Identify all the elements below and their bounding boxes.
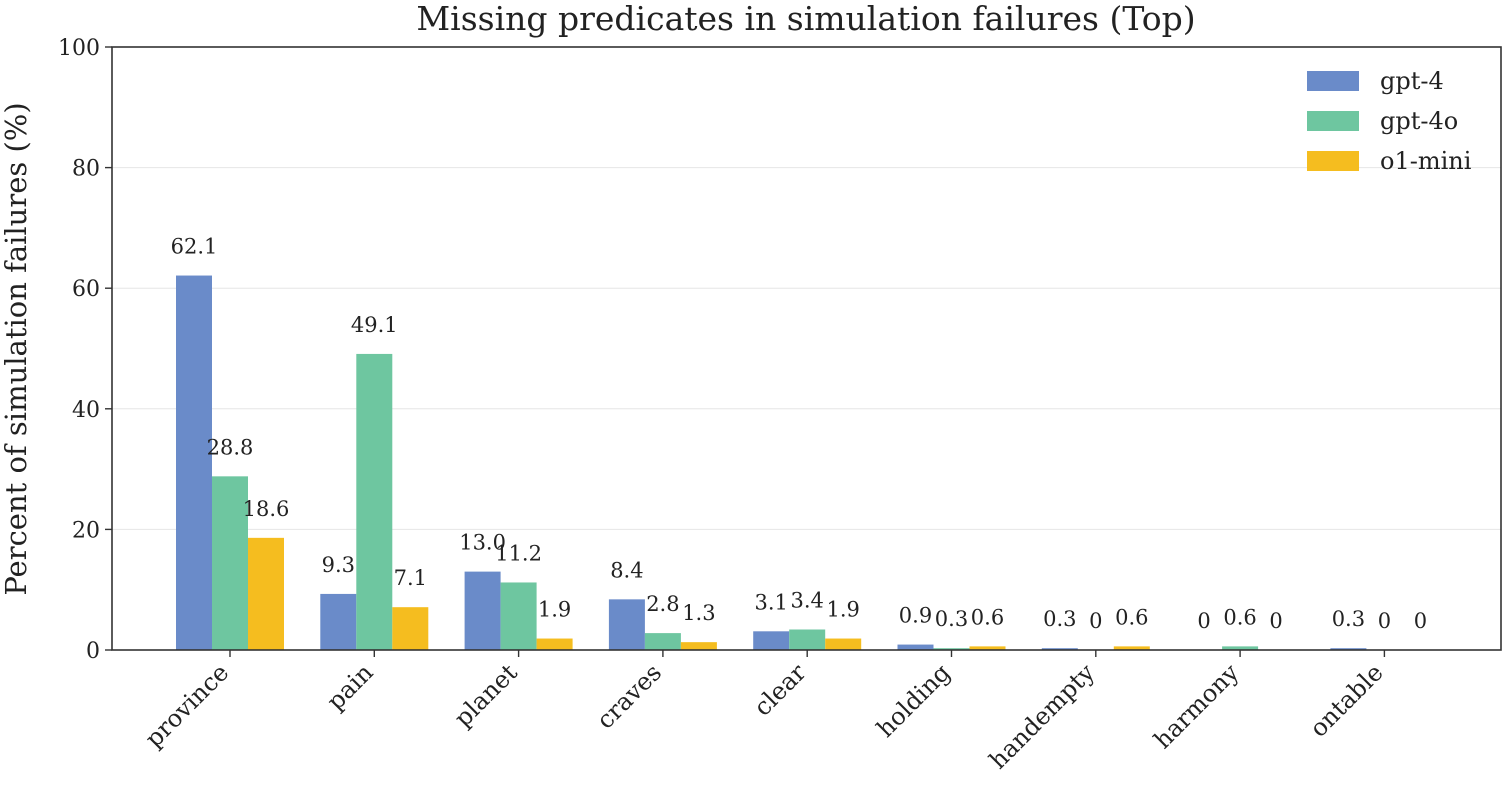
x-tick-label: province: [140, 658, 234, 752]
y-tick-label: 100: [58, 36, 100, 61]
x-tick-label: pain: [321, 658, 378, 715]
bar-gpt-4-craves: [608, 599, 645, 650]
bar-value-label: 11.2: [495, 541, 542, 565]
bar-value-label: 0.6: [1223, 605, 1256, 629]
legend-label-gpt-4o: gpt-4o: [1380, 107, 1458, 135]
bar-o1-mini-handempty: [1113, 646, 1150, 650]
bar-value-label: 1.9: [538, 598, 571, 622]
bar-gpt-4o-holding: [933, 648, 970, 650]
bar-value-label: 2.8: [646, 592, 679, 616]
legend-label-gpt-4: gpt-4: [1380, 67, 1444, 95]
bar-value-label: 9.3: [322, 553, 355, 577]
y-tick-label: 60: [72, 277, 100, 302]
bar-gpt-4o-planet: [500, 582, 537, 650]
y-tick-label: 40: [72, 398, 100, 423]
bar-value-label: 0: [1197, 609, 1210, 633]
y-tick-label: 20: [72, 518, 100, 543]
bar-value-label: 49.1: [351, 313, 398, 337]
x-tick-label: craves: [591, 658, 667, 734]
bar-o1-mini-planet: [536, 638, 573, 650]
bar-value-label: 0.6: [971, 605, 1004, 629]
y-axis: 0 20 40 60 80 100: [58, 36, 112, 664]
x-tick-label: harmony: [1149, 658, 1245, 754]
x-tick-label: clear: [748, 658, 811, 721]
bar-value-label: 0.9: [899, 604, 932, 628]
bar-gpt-4-holding: [897, 644, 934, 650]
x-tick-label: ontable: [1304, 658, 1388, 742]
legend-swatch-o1-mini: [1307, 151, 1359, 171]
bar-o1-mini-holding: [969, 646, 1006, 650]
x-tick-label: handempty: [984, 658, 1100, 774]
legend-swatch-gpt-4: [1307, 71, 1359, 91]
bar-o1-mini-province: [248, 537, 284, 650]
bar-value-label: 0.3: [1043, 607, 1076, 631]
bar-gpt-4o-province: [212, 476, 248, 650]
bar-o1-mini-pain: [392, 607, 429, 650]
bar-value-label: 0: [1089, 609, 1102, 633]
legend-label-o1-mini: o1-mini: [1380, 147, 1472, 175]
chart-title: Missing predicates in simulation failure…: [416, 0, 1195, 38]
bar-gpt-4-pain: [320, 593, 357, 650]
bar-value-label: 0: [1378, 609, 1391, 633]
legend: gpt-4 gpt-4o o1-mini: [1307, 67, 1472, 175]
bar-gpt-4-ontable: [1330, 648, 1367, 650]
bar-value-label: 13.0: [459, 531, 506, 555]
bar-value-label: 8.4: [610, 558, 643, 582]
bar-gpt-4o-clear: [789, 629, 826, 650]
bar-o1-mini-craves: [680, 642, 717, 650]
x-tick-label: holding: [871, 658, 955, 742]
bar-gpt-4o-pain: [356, 353, 393, 650]
legend-swatch-gpt-4o: [1307, 111, 1359, 131]
bar-value-label: 1.3: [682, 601, 715, 625]
bar-gpt-4-clear: [753, 631, 790, 650]
bar-value-label: 0: [1269, 609, 1282, 633]
bar-gpt-4-planet: [464, 571, 501, 650]
bar-value-label: 62.1: [171, 235, 218, 259]
gridlines: [112, 167, 1501, 530]
bar-value-label: 3.4: [790, 588, 823, 612]
bar-labels: 62.128.818.69.349.17.113.011.21.98.42.8 1…: [171, 235, 1427, 633]
bar-gpt-4o-harmony: [1222, 646, 1259, 650]
y-tick-label: 80: [72, 157, 100, 182]
x-axis: province pain planet craves clear holding hand…: [140, 650, 1389, 774]
x-tick-label: planet: [449, 658, 523, 732]
bar-gpt-4-handempty: [1041, 648, 1078, 650]
bar-value-label: 0.3: [935, 607, 968, 631]
bar-value-label: 3.1: [754, 590, 787, 614]
bar-value-label: 7.1: [394, 566, 427, 590]
bar-value-label: 1.9: [826, 598, 859, 622]
bar-gpt-4o-craves: [644, 633, 681, 650]
bar-value-label: 0.6: [1115, 605, 1148, 629]
bar-o1-mini-clear: [825, 638, 862, 650]
plot-frame: [111, 46, 1502, 651]
bar-value-label: 28.8: [207, 435, 254, 459]
bars: [176, 275, 1367, 650]
y-axis-label: Percent of simulation failures (%): [0, 102, 33, 595]
bar-value-label: 0.3: [1332, 607, 1365, 631]
bar-value-label: 18.6: [243, 497, 290, 521]
y-tick-label: 0: [86, 639, 100, 664]
bar-gpt-4-province: [176, 275, 212, 650]
bar-value-label: 0: [1414, 609, 1427, 633]
